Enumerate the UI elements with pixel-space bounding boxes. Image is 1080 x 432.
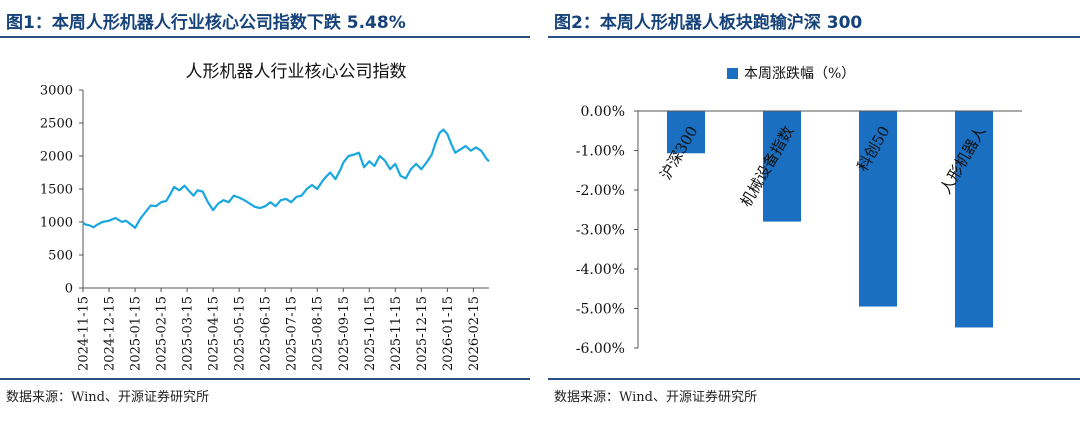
y-tick-label: 2000 <box>40 150 73 165</box>
y-tick-label: 3000 <box>40 84 73 99</box>
figure-2-title: 图2：本周人形机器人板块跑输沪深 300 <box>554 13 863 33</box>
y-tick-label: 1500 <box>40 183 73 198</box>
figure-1-panel: 图1：本周人形机器人行业核心公司指数下跌 5.48% 人形机器人行业核心公司指数… <box>0 0 530 432</box>
bar <box>859 111 897 307</box>
x-tick-label: 2025-08-15 <box>311 296 326 371</box>
figure-2-source: 数据来源：Wind、开源证券研究所 <box>554 390 757 405</box>
y-tick-label: -5.00% <box>576 302 625 318</box>
y-tick-label: 1000 <box>40 216 73 231</box>
bar <box>667 111 705 154</box>
x-tick-label: 2025-12-15 <box>415 296 430 371</box>
x-tick-label: 2025-10-15 <box>363 296 378 371</box>
y-tick-label: -3.00% <box>576 223 625 239</box>
x-tick-label: 2025-11-15 <box>389 296 404 371</box>
x-tick-label: 2025-02-15 <box>155 296 170 371</box>
bar-chart: 本周涨跌幅（%） 0.00% -1.00% -2.00% -3.00% -4.00% -5.… <box>576 66 1022 357</box>
y-tick-label: 500 <box>48 249 73 264</box>
figure-2-top-rule <box>548 36 1080 38</box>
y-tick-label: 2500 <box>40 117 73 132</box>
y-tick-label: 0.00% <box>581 104 625 120</box>
figure-1-top-rule <box>0 36 530 38</box>
chart-1-title: 人形机器人行业核心公司指数 <box>186 62 407 82</box>
bar <box>763 111 801 222</box>
figure-1-bottom-rule <box>0 378 530 380</box>
x-tick-label: 2024-11-15 <box>77 296 92 371</box>
x-tick-label: 2025-09-15 <box>337 296 352 371</box>
legend-label: 本周涨跌幅（%） <box>744 66 855 82</box>
figure-2-bottom-rule <box>548 378 1080 380</box>
x-tick-label: 2025-03-15 <box>181 296 196 371</box>
figure-2-panel: 图2：本周人形机器人板块跑输沪深 300 本周涨跌幅（%） 0.00% -1.00%… <box>548 0 1080 432</box>
y-tick-label: -6.00% <box>576 341 625 357</box>
x-tick-label: 2024-12-15 <box>103 296 118 371</box>
index-series-line <box>82 128 490 229</box>
x-tick-label: 2026-02-15 <box>467 296 482 371</box>
y-tick-label: -1.00% <box>576 144 625 160</box>
bar <box>955 111 993 328</box>
figure-1-source: 数据来源：Wind、开源证券研究所 <box>6 390 209 405</box>
x-tick-label: 2025-05-15 <box>233 296 248 371</box>
x-tick-label: 2025-06-15 <box>259 296 274 371</box>
y-tick-label: -4.00% <box>576 262 625 278</box>
x-tick-label: 2026-01-15 <box>441 296 456 371</box>
figure-1-title: 图1：本周人形机器人行业核心公司指数下跌 5.48% <box>6 13 406 33</box>
legend-swatch <box>727 68 738 79</box>
x-tick-label: 2025-07-15 <box>285 296 300 371</box>
line-chart: 人形机器人行业核心公司指数 0 500 1000 1500 2000 2500 3000 202… <box>40 62 490 371</box>
y-tick-label: -2.00% <box>576 183 625 199</box>
x-tick-label: 2025-04-15 <box>207 296 222 371</box>
x-tick-label: 2025-01-15 <box>129 296 144 371</box>
y-tick-label: 0 <box>65 282 73 297</box>
